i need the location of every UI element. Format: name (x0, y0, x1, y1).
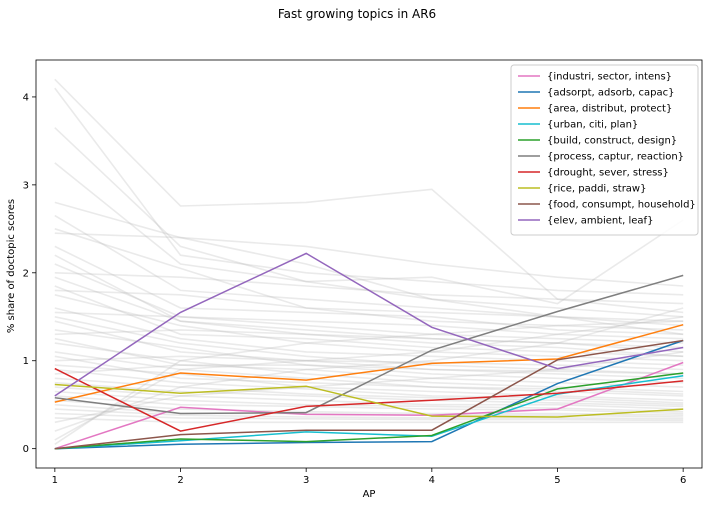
background-line-1 (54, 87, 684, 296)
legend-entry: {drought, sever, stress} (547, 168, 669, 179)
x-axis: 1 2 3 4 5 6 (52, 468, 686, 486)
legend-entry: {rice, paddi, straw} (547, 184, 646, 195)
background-line-0 (54, 78, 684, 314)
background-line-17 (54, 342, 684, 393)
background-line-15 (54, 329, 684, 384)
y-tick-label: 2 (23, 268, 29, 279)
background-line-13 (54, 316, 684, 375)
background-line-40 (54, 254, 684, 358)
background-line-4 (54, 201, 684, 287)
background-line-7 (54, 245, 684, 336)
background-line-19 (54, 355, 684, 397)
series-line-5 (54, 274, 684, 415)
x-tick-label: 1 (52, 475, 58, 486)
background-line-26 (54, 395, 684, 415)
background-line-25 (54, 390, 684, 413)
background-line-14 (54, 320, 684, 380)
y-tick-label: 0 (23, 444, 29, 455)
series-line-4 (54, 372, 684, 450)
series-group (54, 252, 684, 450)
y-tick-label: 4 (23, 92, 29, 103)
background-line-38 (54, 311, 684, 340)
background-line-41 (54, 364, 684, 375)
background-line-16 (54, 337, 684, 388)
background-line-24 (54, 386, 684, 410)
series-line-7 (54, 383, 684, 418)
chart-title: Fast growing topics in AR6 (278, 7, 436, 21)
y-axis-label: % share of doctopic scores (6, 199, 17, 333)
background-line-31 (54, 417, 684, 424)
background-line-32 (54, 351, 684, 424)
x-axis-label: AP (363, 489, 376, 500)
x-tick-label: 2 (177, 475, 183, 486)
background-line-39 (54, 329, 684, 353)
plot-frame (35, 59, 703, 469)
legend-entry: {elev, ambient, leaf} (547, 216, 653, 227)
background-line-9 (54, 276, 684, 349)
background-line-20 (54, 364, 684, 402)
series-line-6 (54, 367, 684, 432)
y-tick-label: 3 (23, 180, 29, 191)
legend-box (510, 64, 699, 236)
background-line-35 (54, 320, 684, 445)
series-line-9 (54, 252, 684, 397)
background-line-3 (54, 162, 684, 305)
background-line-43 (54, 232, 684, 336)
series-line-8 (54, 339, 684, 450)
background-line-18 (54, 351, 684, 395)
legend-entry: {area, distribut, protect} (547, 104, 672, 115)
legend-entry: {adsorpt, adsorb, capac} (547, 88, 675, 99)
series-line-0 (54, 361, 684, 450)
x-tick-label: 6 (680, 475, 686, 486)
background-line-30 (54, 412, 684, 422)
background-line-23 (54, 381, 684, 408)
legend-entry: {industri, sector, intens} (547, 72, 672, 83)
background-line-33 (54, 307, 684, 432)
background-line-27 (54, 399, 684, 416)
x-tick-label: 4 (429, 475, 435, 486)
background-line-5 (54, 214, 684, 322)
background-line-8 (54, 263, 684, 344)
background-line-12 (54, 307, 684, 366)
background-line-34 (54, 316, 684, 441)
series-line-2 (54, 323, 684, 403)
y-axis: 0 1 2 3 4 (23, 92, 36, 455)
background-line-36 (54, 289, 684, 327)
x-tick-label: 3 (303, 475, 309, 486)
legend-entry: {build, construct, design} (547, 136, 677, 147)
background-line-6 (54, 228, 684, 331)
legend-entry: {process, captur, reaction} (547, 152, 684, 163)
legend-entry: {food, consumpt, household} (547, 200, 696, 211)
series-line-1 (54, 339, 684, 450)
y-tick-label: 1 (23, 356, 29, 367)
x-tick-label: 5 (554, 475, 560, 486)
legend: {industri, sector, intens} {adsorpt, adso… (510, 64, 699, 236)
background-line-21 (54, 368, 684, 404)
legend-entry: {urban, citi, plan} (547, 120, 638, 131)
